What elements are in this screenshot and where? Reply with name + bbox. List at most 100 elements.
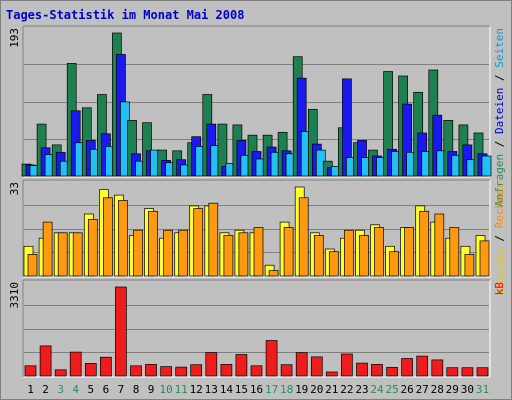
x-tick-label-28: 28 — [431, 383, 444, 396]
x-tick-label-5: 5 — [87, 383, 94, 396]
bar-kb-day-26 — [401, 358, 413, 377]
bar-rechner-day-20 — [313, 235, 324, 277]
legend-segment: / — [493, 228, 506, 248]
bar-rechner-day-28 — [434, 213, 445, 277]
x-tick-label-9: 9 — [148, 383, 155, 396]
x-axis-tick-labels: 1 2 3 4 5 6 7 8 9 10 11 12 13 14 15 16 17 18 19 20 21 22 23 24 2… — [27, 383, 489, 396]
bar-rechner-day-16 — [253, 227, 264, 277]
bar-rechner-day-2 — [42, 221, 53, 277]
right-legend-label: kB — [493, 282, 506, 296]
bar-rechner-day-4 — [72, 232, 83, 277]
bar-rechner-day-11 — [178, 229, 189, 277]
legend-segment: / — [493, 134, 506, 154]
bar-kb-day-29 — [446, 367, 459, 377]
bar-kb-day-15 — [235, 354, 248, 377]
x-tick-label-16: 16 — [250, 383, 263, 396]
bar-rechner-day-24 — [374, 227, 384, 277]
legend-segment: kB — [493, 282, 506, 296]
y-max-label: 33 — [8, 182, 21, 195]
bar-seiten-day-31 — [481, 155, 492, 177]
x-tick-label-12: 12 — [190, 383, 203, 396]
x-tick-label-20: 20 — [310, 383, 323, 396]
bar-rechner-day-10 — [163, 229, 173, 277]
x-tick-label-19: 19 — [295, 383, 308, 396]
x-tick-label-2: 2 — [42, 383, 49, 396]
legend-segment: Seiten — [493, 28, 506, 68]
chart-panels: 193 Anfragen / Dateien / Seiten 33 Besuche … — [8, 25, 506, 378]
bar-kb-day-7 — [115, 286, 127, 377]
x-tick-label-22: 22 — [340, 383, 353, 396]
bar-rechner-day-3 — [57, 232, 68, 277]
x-tick-label-10: 10 — [159, 383, 172, 396]
legend-segment: / — [493, 68, 506, 88]
x-tick-label-3: 3 — [57, 383, 64, 396]
x-tick-label-1: 1 — [27, 383, 34, 396]
bar-kb-day-18 — [280, 364, 293, 377]
bar-rechner-day-23 — [359, 235, 369, 277]
bar-rechner-day-12 — [193, 208, 204, 277]
bar-rechner-day-7 — [118, 200, 128, 277]
panel-top: 193 Anfragen / Dateien / Seiten — [8, 25, 506, 207]
bar-kb-day-28 — [431, 359, 444, 377]
y-max-label: 193 — [8, 28, 21, 48]
bar-kb-day-8 — [130, 365, 142, 377]
bar-kb-day-2 — [39, 345, 52, 377]
legend-segment: Dateien — [493, 88, 506, 134]
x-tick-label-11: 11 — [175, 383, 188, 396]
y-max-label: 3310 — [8, 282, 21, 309]
bar-rechner-day-9 — [148, 210, 158, 277]
x-tick-label-21: 21 — [325, 383, 338, 396]
bar-kb-day-31 — [476, 367, 489, 377]
legend-segment: Rechner — [493, 182, 506, 229]
bar-kb-day-9 — [145, 364, 157, 377]
x-tick-label-4: 4 — [72, 383, 79, 396]
bar-kb-day-13 — [205, 352, 218, 377]
x-tick-label-24: 24 — [370, 383, 384, 396]
bar-kb-day-20 — [310, 356, 323, 377]
bar-kb-day-22 — [341, 353, 353, 377]
bar-kb-day-30 — [461, 367, 474, 377]
bar-kb-day-27 — [416, 355, 429, 377]
bar-rechner-day-13 — [208, 202, 219, 277]
bar-rechner-day-29 — [449, 227, 460, 277]
x-tick-label-31: 31 — [476, 383, 489, 396]
bar-kb-day-17 — [265, 340, 278, 377]
bar-rechner-day-22 — [344, 229, 354, 277]
bar-rechner-day-1 — [27, 254, 38, 277]
bar-rechner-day-25 — [389, 251, 399, 277]
x-tick-label-15: 15 — [235, 383, 248, 396]
bar-kb-day-10 — [160, 366, 172, 377]
bar-kb-day-6 — [100, 356, 112, 377]
legend-segment: Besuche — [493, 248, 506, 294]
x-tick-label-14: 14 — [220, 383, 234, 396]
panel-bottom: 3310 kB — [8, 279, 506, 378]
bar-kb-day-11 — [175, 366, 188, 377]
x-tick-label-7: 7 — [118, 383, 125, 396]
bar-kb-day-3 — [54, 369, 67, 377]
bar-kb-day-24 — [371, 364, 383, 377]
bar-kb-day-16 — [250, 365, 263, 377]
panel-middle: 33 Besuche / Rechner — [8, 179, 506, 295]
x-tick-label-17: 17 — [265, 383, 278, 396]
legend-segment: Anfragen — [493, 154, 506, 207]
x-tick-label-23: 23 — [355, 383, 368, 396]
x-tick-label-30: 30 — [461, 383, 474, 396]
x-tick-label-29: 29 — [446, 383, 459, 396]
bar-rechner-day-31 — [479, 240, 490, 277]
bar-rechner-day-6 — [103, 197, 113, 277]
bar-kb-day-1 — [24, 365, 37, 377]
x-tick-label-6: 6 — [103, 383, 110, 396]
bar-rechner-day-5 — [87, 219, 98, 277]
right-legend-label: Anfragen / Dateien / Seiten — [493, 28, 506, 207]
bar-kb-day-19 — [295, 352, 308, 377]
chart-title: Tages-Statistik im Monat Mai 2008 — [6, 8, 244, 22]
bar-rechner-day-30 — [464, 254, 475, 277]
x-tick-label-13: 13 — [205, 383, 218, 396]
x-tick-label-25: 25 — [385, 383, 398, 396]
bar-rechner-day-27 — [419, 210, 430, 277]
x-tick-label-26: 26 — [400, 383, 413, 396]
bar-kb-day-14 — [220, 364, 233, 377]
bar-rechner-day-18 — [283, 227, 294, 277]
